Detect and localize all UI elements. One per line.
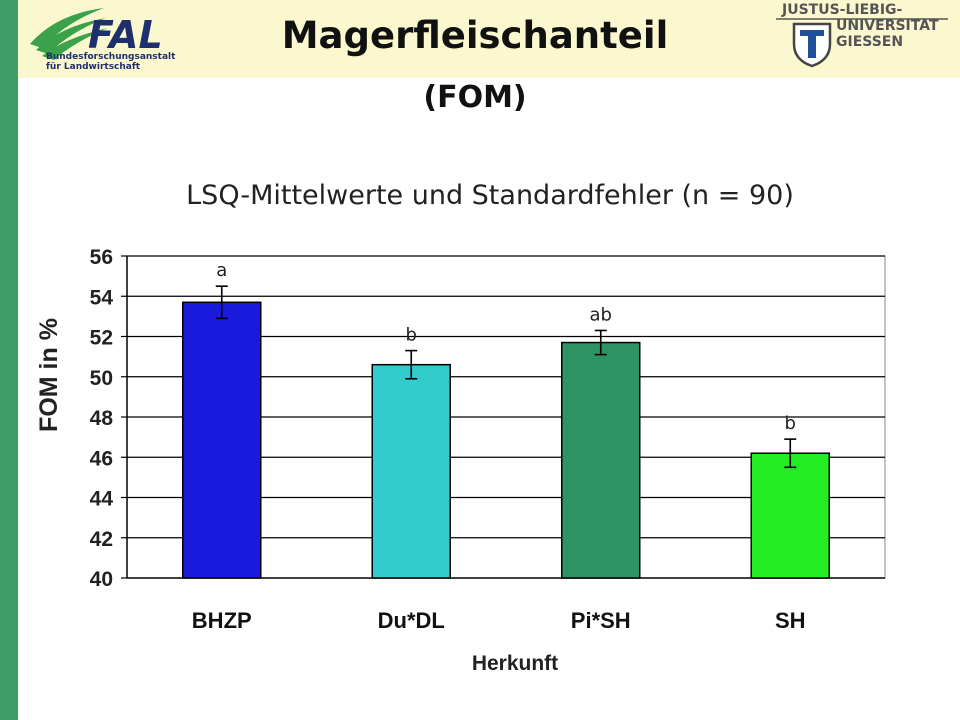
left-accent-bar <box>0 0 18 720</box>
y-tick-label: 48 <box>90 407 114 430</box>
y-tick-label: 54 <box>90 286 114 309</box>
uni-name-block: UNIVERSITAT GIESSEN <box>836 18 939 50</box>
significance-label: a <box>216 260 227 281</box>
uni-name-line2: UNIVERSITAT <box>836 18 939 34</box>
fal-sub-line1: Bundesforschungsanstalt <box>46 52 176 62</box>
bar <box>750 452 830 579</box>
bar <box>371 363 451 579</box>
y-axis-label-box: FOM in % <box>35 318 63 432</box>
uni-name-line1: JUSTUS-LIEBIG- <box>782 2 903 18</box>
x-tick-label: Du*DL <box>378 608 445 633</box>
significance-label: b <box>406 325 417 346</box>
fal-logo-text: FAL <box>88 13 163 57</box>
x-tick-label: Pi*SH <box>571 608 631 633</box>
y-tick-label: 52 <box>90 327 113 350</box>
significance-label: ab <box>590 304 612 325</box>
uni-name-line3: GIESSEN <box>836 34 904 50</box>
y-tick-label: 42 <box>90 528 113 551</box>
university-logo <box>776 18 948 68</box>
page-title: Magerfleischanteil <box>281 14 669 57</box>
x-axis-label: Herkunft <box>471 652 559 675</box>
university-shield-icon <box>792 22 832 68</box>
fal-swoosh-icon <box>30 8 108 60</box>
chart-title: LSQ-Mittelwerte und Standardfehler (n = … <box>186 180 794 211</box>
y-tick-label: 50 <box>90 367 113 390</box>
bar <box>561 341 641 579</box>
fal-logo: FAL <box>30 8 163 60</box>
y-axis-label: FOM in % <box>35 318 63 432</box>
fal-subtitle: Bundesforschungsanstalt für Landwirtscha… <box>46 52 175 72</box>
y-tick-label: 40 <box>90 568 113 591</box>
x-tick-label: SH <box>775 608 806 633</box>
fal-sub-line2: für Landwirtschaft <box>46 62 141 72</box>
page-title-sub: (FOM) <box>423 80 527 115</box>
significance-label: b <box>785 413 796 434</box>
y-tick-label: 44 <box>90 488 114 511</box>
x-tick-label: BHZP <box>192 608 252 633</box>
bar <box>182 301 262 579</box>
y-tick-label: 46 <box>90 447 113 470</box>
y-tick-label: 56 <box>90 246 113 269</box>
